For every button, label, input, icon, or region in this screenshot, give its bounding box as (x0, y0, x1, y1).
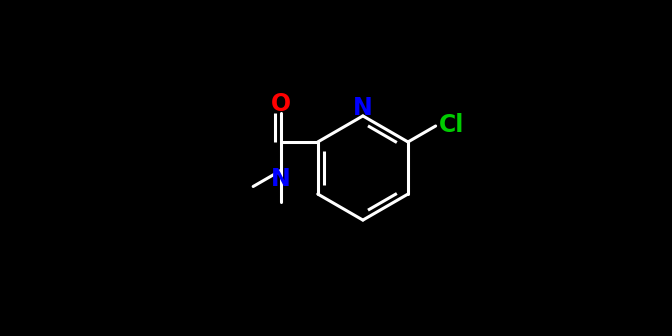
Text: N: N (353, 95, 373, 120)
Text: Cl: Cl (439, 113, 464, 137)
Text: O: O (271, 92, 291, 116)
Text: N: N (271, 167, 291, 191)
